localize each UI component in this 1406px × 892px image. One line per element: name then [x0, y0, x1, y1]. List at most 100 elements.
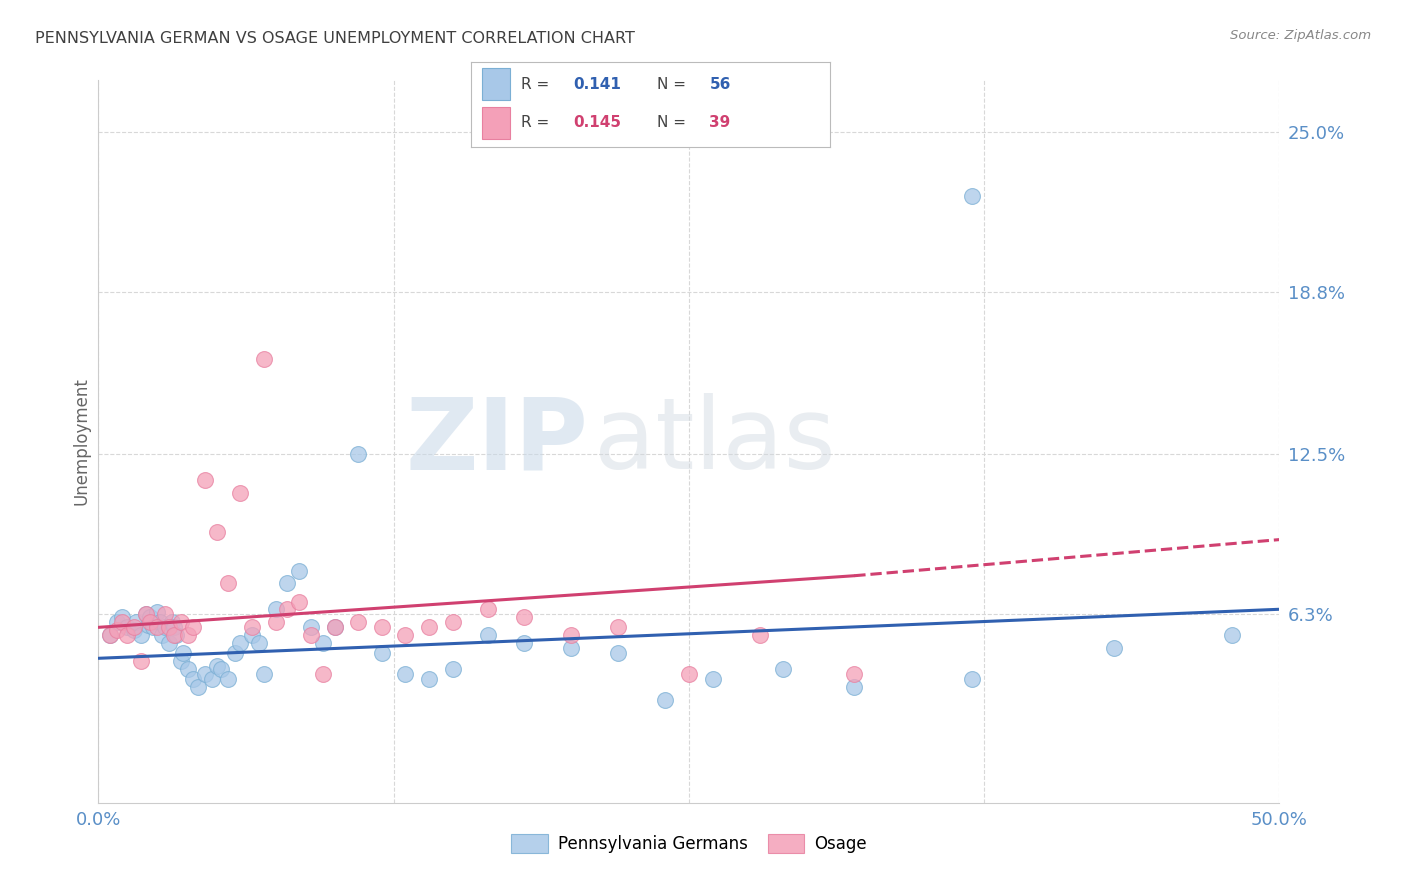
Point	[139, 610, 162, 624]
Point	[418, 672, 440, 686]
Point	[181, 620, 204, 634]
Point	[253, 666, 276, 681]
Point	[181, 672, 204, 686]
Point	[512, 610, 534, 624]
Point	[288, 594, 311, 608]
Text: atlas: atlas	[595, 393, 837, 490]
Point	[105, 615, 128, 630]
Point	[136, 617, 159, 632]
Point	[607, 620, 630, 634]
Point	[844, 666, 866, 681]
Point	[111, 610, 134, 624]
Text: 39: 39	[710, 115, 731, 129]
Point	[772, 662, 794, 676]
Point	[146, 605, 169, 619]
Bar	[482, 106, 510, 139]
Text: 0.145: 0.145	[574, 115, 621, 129]
Point	[149, 615, 172, 630]
Point	[702, 672, 724, 686]
Point	[276, 576, 298, 591]
Point	[299, 620, 322, 634]
Point	[157, 620, 180, 634]
Point	[477, 602, 499, 616]
Point	[229, 486, 252, 500]
Point	[299, 628, 322, 642]
Point	[678, 666, 700, 681]
Point	[163, 620, 186, 634]
Point	[247, 636, 270, 650]
Point	[224, 646, 246, 660]
Point	[135, 607, 157, 622]
Point	[209, 662, 232, 676]
Point	[129, 628, 152, 642]
Point	[129, 654, 152, 668]
Point	[122, 623, 145, 637]
Point	[194, 666, 217, 681]
Bar	[482, 68, 510, 100]
Point	[172, 646, 194, 660]
Text: Source: ZipAtlas.com: Source: ZipAtlas.com	[1230, 29, 1371, 42]
Text: PENNSYLVANIA GERMAN VS OSAGE UNEMPLOYMENT CORRELATION CHART: PENNSYLVANIA GERMAN VS OSAGE UNEMPLOYMEN…	[35, 31, 636, 46]
Point	[748, 628, 770, 642]
Point	[240, 628, 263, 642]
Point	[205, 659, 228, 673]
Point	[177, 628, 200, 642]
Point	[105, 623, 128, 637]
Point	[560, 628, 582, 642]
Point	[150, 628, 173, 642]
Text: 56: 56	[710, 77, 731, 92]
Point	[312, 666, 335, 681]
Point	[394, 666, 416, 681]
Point	[153, 607, 176, 622]
Point	[560, 640, 582, 655]
Point	[276, 602, 298, 616]
Point	[177, 662, 200, 676]
Point	[201, 672, 224, 686]
Point	[607, 646, 630, 660]
Text: ZIP: ZIP	[406, 393, 589, 490]
Point	[962, 672, 984, 686]
Point	[98, 628, 121, 642]
Point	[122, 620, 145, 634]
Point	[264, 615, 287, 630]
Point	[142, 620, 165, 634]
Point	[194, 473, 217, 487]
Point	[217, 576, 239, 591]
Point	[98, 628, 121, 642]
Point	[217, 672, 239, 686]
Point	[654, 692, 676, 706]
Point	[163, 628, 186, 642]
Point	[347, 615, 370, 630]
Text: N =: N =	[658, 77, 692, 92]
Point	[160, 615, 183, 630]
Y-axis label: Unemployment: Unemployment	[72, 377, 90, 506]
Point	[512, 636, 534, 650]
Point	[135, 607, 157, 622]
Point	[347, 447, 370, 461]
Point	[312, 636, 335, 650]
Point	[170, 654, 193, 668]
Point	[288, 564, 311, 578]
Point	[1220, 628, 1243, 642]
Point	[418, 620, 440, 634]
Point	[157, 636, 180, 650]
Point	[323, 620, 346, 634]
Point	[441, 615, 464, 630]
Point	[153, 620, 176, 634]
Point	[1102, 640, 1125, 655]
Text: 0.141: 0.141	[574, 77, 621, 92]
Point	[229, 636, 252, 650]
Legend: Pennsylvania Germans, Osage: Pennsylvania Germans, Osage	[505, 827, 873, 860]
Point	[323, 620, 346, 634]
Point	[115, 620, 138, 634]
Point	[170, 615, 193, 630]
Text: R =: R =	[522, 77, 554, 92]
Point	[187, 680, 209, 694]
Point	[844, 680, 866, 694]
Point	[240, 620, 263, 634]
Point	[253, 351, 276, 366]
Point	[125, 615, 148, 630]
Text: R =: R =	[522, 115, 554, 129]
Point	[165, 628, 187, 642]
Point	[371, 620, 394, 634]
